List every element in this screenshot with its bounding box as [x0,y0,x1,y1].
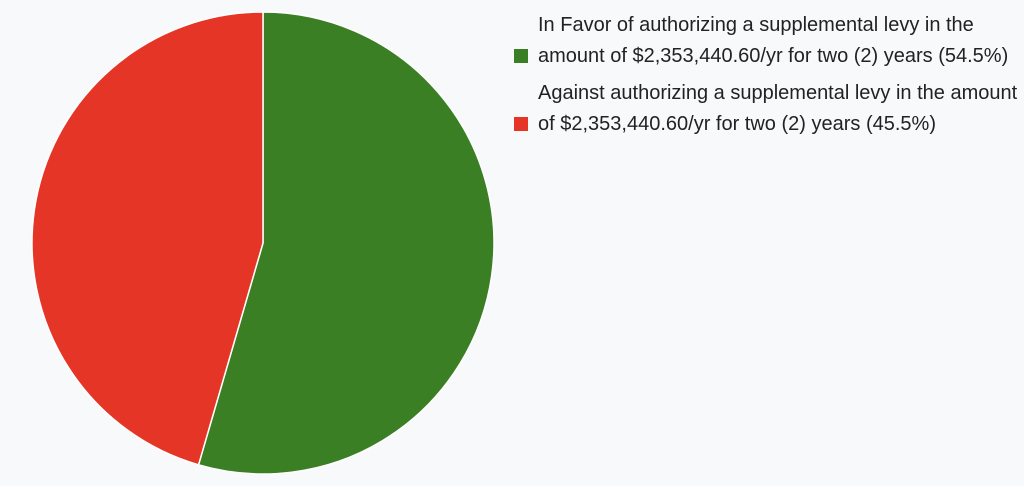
legend-swatch-against [514,117,528,131]
legend-label-in-favor: In Favor of authorizing a supplemental l… [538,14,1009,67]
legend-label-against: Against authorizing a supplemental levy … [538,82,1018,135]
pie-slice-in-favor[interactable] [197,11,495,475]
legend-item-in-favor[interactable]: In Favor of authorizing a supplemental l… [514,10,1019,72]
legend-swatch-in-favor [514,49,528,63]
pie-slice-against[interactable] [31,11,264,466]
legend-item-against[interactable]: Against authorizing a supplemental levy … [514,78,1019,140]
pie-chart [31,11,495,475]
legend: In Favor of authorizing a supplemental l… [514,10,1019,146]
